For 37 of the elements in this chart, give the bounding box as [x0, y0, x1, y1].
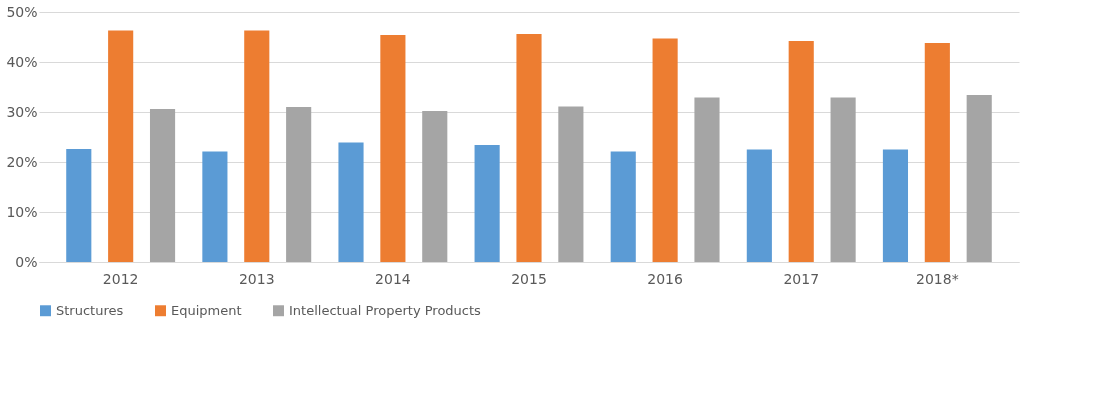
x-tick-label: 2013: [238, 270, 275, 287]
y-tick-label: 20%: [6, 153, 38, 170]
legend-label: Structures: [56, 302, 124, 318]
bar: [286, 107, 312, 262]
legend-label: Intellectual Property Products: [289, 302, 482, 318]
x-tick-label: 2012: [102, 270, 139, 287]
x-tick-label: 2016: [647, 270, 684, 287]
bar: [788, 41, 814, 262]
bar: [108, 30, 134, 262]
y-tick-label: 50%: [6, 3, 38, 20]
bar: [338, 142, 364, 262]
bar: [422, 111, 448, 262]
bar: [610, 151, 636, 262]
x-tick-label: 2018*: [916, 270, 959, 287]
bar: [474, 145, 500, 262]
bar: [830, 97, 856, 262]
bar: [380, 35, 406, 262]
bar: [652, 38, 678, 262]
bar: [746, 149, 772, 262]
bar: [516, 34, 542, 262]
y-tick-label: 0%: [15, 253, 38, 270]
x-tick-label: 2015: [511, 270, 547, 287]
bar: [882, 149, 909, 262]
bar: [924, 43, 950, 262]
bar: [202, 151, 228, 262]
y-tick-label: 30%: [6, 103, 38, 120]
y-tick-label: 10%: [6, 203, 38, 220]
bar: [244, 30, 270, 262]
bar: [66, 149, 92, 262]
bar: [558, 106, 584, 262]
bar: [149, 109, 176, 262]
legend-label: Equipment: [171, 302, 242, 318]
x-tick-label: 2017: [783, 270, 820, 287]
bar: [694, 97, 720, 262]
x-tick-label: 2014: [375, 270, 411, 287]
bar: [966, 95, 992, 262]
y-tick-label: 40%: [6, 53, 38, 70]
